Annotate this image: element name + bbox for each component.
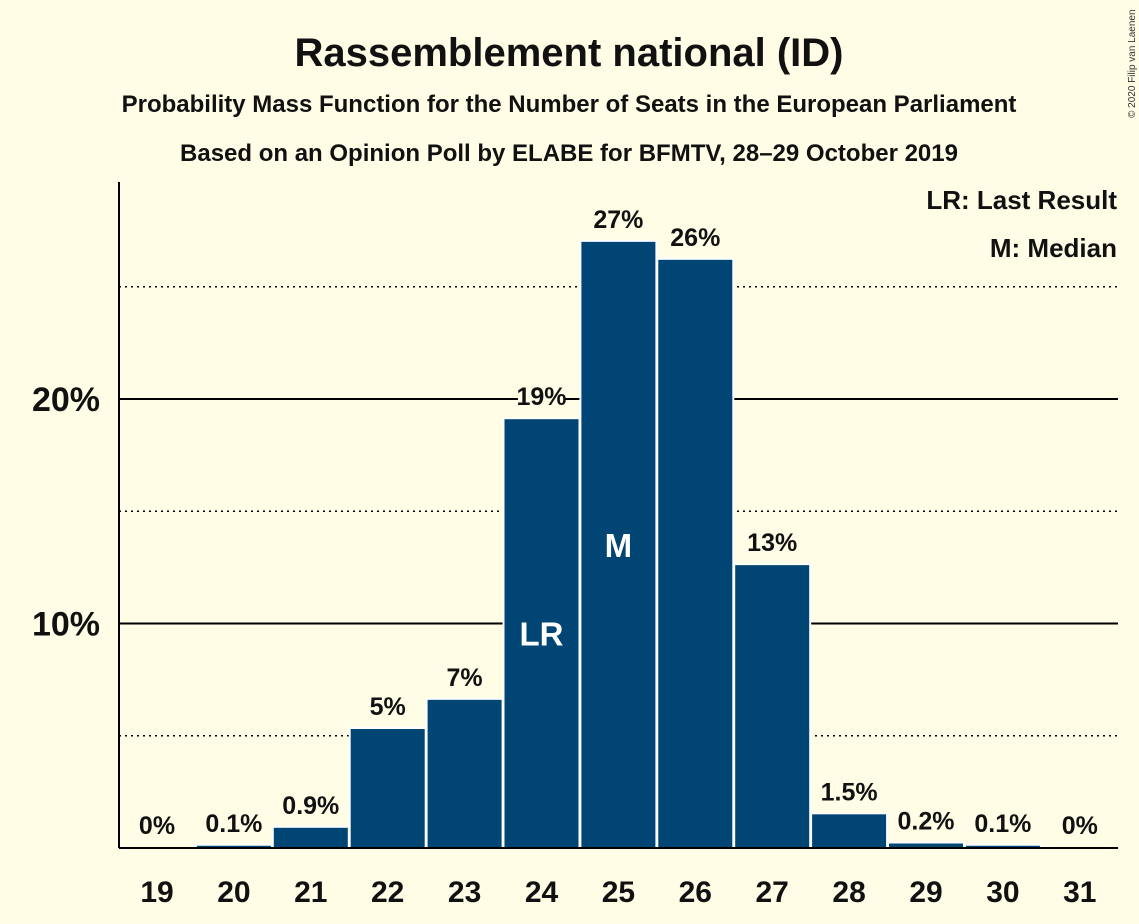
data-label-21: 0.9% xyxy=(282,792,339,820)
x-tick-label-27: 27 xyxy=(756,876,789,909)
x-tick-label-22: 22 xyxy=(371,876,404,909)
data-label-background xyxy=(972,807,1033,838)
data-label-20: 0.1% xyxy=(205,810,262,838)
data-label-background xyxy=(280,789,341,820)
bar-27 xyxy=(735,565,810,848)
data-label-background xyxy=(594,203,642,234)
bar-21 xyxy=(273,827,348,848)
data-label-background xyxy=(819,776,880,807)
data-label-background xyxy=(140,810,174,840)
bar-26 xyxy=(658,259,733,848)
data-label-27: 13% xyxy=(747,529,797,557)
x-tick-label-24: 24 xyxy=(525,876,559,909)
bars xyxy=(194,239,1042,849)
x-tick-label-23: 23 xyxy=(448,876,481,909)
data-label-26: 26% xyxy=(670,224,720,252)
x-tick-label-19: 19 xyxy=(140,876,173,909)
bar-24 xyxy=(504,419,579,848)
data-label-22: 5% xyxy=(370,693,406,721)
data-label-19: 0% xyxy=(139,812,175,840)
data-label-background xyxy=(671,221,719,252)
data-label-background xyxy=(203,807,264,838)
x-tick-label-31: 31 xyxy=(1063,876,1096,909)
chart-subtitle-2: Based on an Opinion Poll by ELABE for BF… xyxy=(180,140,958,167)
data-label-25: 27% xyxy=(593,206,643,234)
data-label-29: 0.2% xyxy=(898,808,955,836)
bar-28 xyxy=(812,814,887,848)
legend-median: M: Median xyxy=(990,233,1117,263)
data-label-24: 19% xyxy=(516,383,566,411)
data-label-background xyxy=(896,805,956,836)
data-label-23: 7% xyxy=(447,664,483,692)
bar-20 xyxy=(196,845,271,848)
bar-29 xyxy=(889,843,963,848)
x-tick-label-29: 29 xyxy=(909,876,942,909)
bar-marker-m: M xyxy=(605,527,633,564)
x-tick-label-28: 28 xyxy=(832,876,865,909)
x-ticks: 19 20 21 22 23 24 25 26 27 28 29 30 31 xyxy=(140,876,1096,909)
data-label-28: 1.5% xyxy=(821,778,878,806)
legend-last-result: LR: Last Result xyxy=(926,185,1117,215)
bar-25 xyxy=(581,241,656,849)
x-tick-label-25: 25 xyxy=(602,876,635,909)
chart-subtitle-1: Probability Mass Function for the Number… xyxy=(122,91,1017,118)
x-tick-label-20: 20 xyxy=(217,876,250,909)
data-labels: 0% 0.1% 0.9% 5% 7% 19% LR 27% M 26% 13% 1.5% 0.2% 0.1… xyxy=(139,203,1098,840)
y-ticks: 10% 20% xyxy=(32,381,100,644)
data-label-30: 0.1% xyxy=(974,810,1031,838)
data-label-31: 0% xyxy=(1062,812,1098,840)
bar-marker-lr: LR xyxy=(520,616,564,653)
data-label-background xyxy=(1062,810,1097,840)
chart-title: Rassemblement national (ID) xyxy=(294,31,843,75)
data-label-background xyxy=(518,381,565,412)
bar-23 xyxy=(427,699,502,848)
y-tick-label: 10% xyxy=(32,606,100,644)
x-tick-label-26: 26 xyxy=(679,876,712,909)
bar-30 xyxy=(965,845,1040,848)
x-tick-label-21: 21 xyxy=(294,876,327,909)
data-label-background xyxy=(447,661,482,692)
y-tick-label: 20% xyxy=(32,381,100,419)
data-label-background xyxy=(370,691,405,722)
data-label-background xyxy=(748,527,796,558)
x-tick-label-30: 30 xyxy=(986,876,1019,909)
bar-22 xyxy=(350,729,425,848)
copyright-notice: © 2020 Filip van Laenen xyxy=(1127,9,1138,118)
